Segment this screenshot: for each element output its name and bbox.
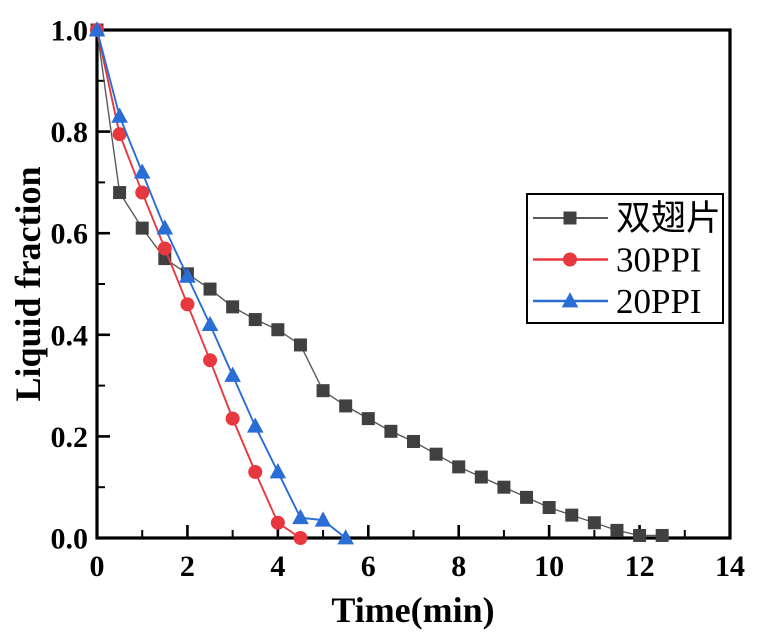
series-1-marker [293, 338, 307, 352]
series-1-marker [113, 186, 127, 200]
series-1-marker [497, 480, 511, 494]
y-tick-label: 0.8 [51, 116, 89, 149]
series-3-line [96, 29, 347, 539]
series-2-line [96, 29, 301, 539]
series-1 [90, 23, 669, 542]
x-tick-label: 0 [90, 550, 105, 583]
legend-label: 双翅片 [616, 199, 721, 238]
series-3-marker [88, 21, 106, 37]
x-axis-title: Time(min) [331, 590, 494, 630]
x-tick-label: 8 [451, 550, 466, 583]
series-3-marker [314, 511, 332, 527]
series-1-marker [610, 523, 624, 537]
series-3-marker [133, 163, 151, 179]
x-tick-label: 14 [715, 550, 745, 583]
series-2-marker [248, 464, 263, 479]
series-2-marker [157, 241, 172, 256]
y-tick-label: 1.0 [51, 15, 89, 48]
series-3-marker [269, 463, 287, 479]
series-2-marker [293, 531, 308, 545]
legend-entry-1: 双翅片 [533, 199, 721, 238]
legend-label: 20PPI [616, 282, 702, 321]
y-tick-label: 0.0 [51, 523, 89, 556]
series-1-marker [271, 323, 285, 337]
series-3-marker [337, 529, 354, 545]
x-tick-label: 6 [361, 550, 376, 583]
series-3-marker [111, 107, 128, 123]
series-1-marker [203, 282, 217, 296]
series-1-marker [339, 399, 353, 413]
circle-marker-icon [563, 252, 577, 267]
series-3-marker [246, 417, 264, 433]
series-2-marker [270, 515, 285, 530]
series-1-marker [542, 501, 556, 515]
series-1-marker [429, 447, 443, 461]
series-1-marker [226, 300, 240, 314]
series-2-marker [225, 411, 240, 426]
series-1-marker [474, 470, 488, 484]
y-tick-label: 0.4 [51, 319, 89, 352]
series-1-marker [135, 221, 149, 235]
legend-label: 30PPI [616, 241, 702, 280]
series-2-marker [203, 353, 218, 368]
series-1-marker [520, 490, 534, 504]
x-tick-label: 4 [270, 550, 285, 583]
series-2-marker [135, 185, 150, 200]
series-1-marker [587, 516, 601, 530]
series-3-marker [224, 366, 241, 382]
series-3 [88, 21, 354, 545]
series-1-marker [248, 313, 262, 327]
square-marker-icon [563, 211, 577, 225]
series-2-marker [180, 297, 195, 312]
series-3-marker [201, 315, 219, 332]
series-3-marker [292, 508, 309, 525]
x-tick-label: 12 [625, 550, 655, 583]
triangle-marker-icon [561, 292, 579, 308]
x-tick-label: 2 [180, 550, 195, 583]
y-tick-label: 0.6 [51, 218, 89, 251]
series-3-marker [156, 219, 174, 235]
y-axis-title: Liquid fraction [8, 166, 48, 401]
x-tick-label: 10 [534, 550, 564, 583]
series-3-marker [179, 267, 196, 283]
series-1-marker [384, 424, 398, 438]
series-2-marker [112, 127, 127, 142]
series-1-marker [565, 508, 579, 522]
plot-area: 0 2 4 6 8 10 12 14 0.0 0.2 0.4 0.6 0.8 1.0 [51, 15, 746, 584]
legend-entry-2: 30PPI [533, 241, 702, 280]
series-1-marker [655, 528, 669, 542]
legend-entry-3: 20PPI [533, 282, 702, 321]
series-1-marker [316, 384, 330, 398]
series-1-marker [633, 528, 647, 542]
series-layer [88, 21, 669, 545]
y-tick-label: 0.2 [51, 421, 89, 454]
series-1-marker [452, 460, 466, 474]
series-1-marker [407, 434, 420, 448]
series-1-marker [361, 412, 375, 426]
